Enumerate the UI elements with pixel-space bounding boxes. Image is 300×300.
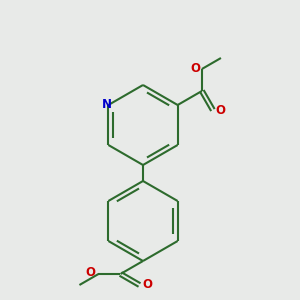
Text: O: O (190, 61, 200, 74)
Text: O: O (215, 103, 225, 117)
Text: N: N (102, 98, 112, 112)
Text: O: O (142, 278, 152, 292)
Text: O: O (85, 266, 95, 280)
